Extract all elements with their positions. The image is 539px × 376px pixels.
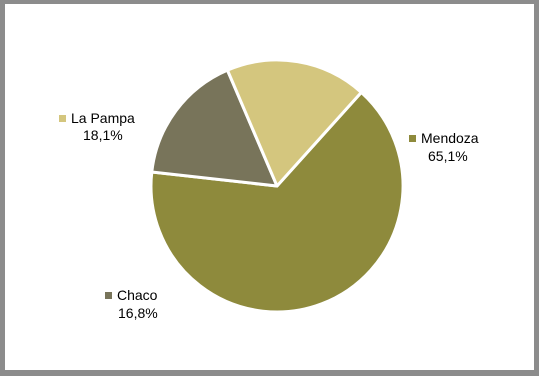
- category-label-la-pampa: La Pampa: [71, 110, 135, 126]
- slice-label-la-pampa: La Pampa 18,1%: [59, 110, 135, 143]
- value-label-chaco: 16,8%: [118, 305, 158, 321]
- value-label-mendoza: 65,1%: [428, 148, 468, 164]
- value-label-la-pampa: 18,1%: [83, 127, 123, 143]
- legend-key-mendoza: [409, 135, 416, 142]
- slice-label-mendoza: Mendoza 65,1%: [409, 130, 479, 164]
- pie-slice-mendoza: [149, 90, 405, 314]
- legend-key-la-pampa: [59, 115, 66, 122]
- pie-slice-la-pampa: [225, 58, 363, 188]
- slice-label-chaco: Chaco 16,8%: [105, 287, 158, 321]
- pie-slices: [149, 58, 405, 314]
- category-label-mendoza: Mendoza: [421, 130, 479, 146]
- category-label-chaco: Chaco: [117, 287, 158, 303]
- chart-panel: Mendoza 65,1% La Pampa 18,1% Chaco 16,8%: [5, 4, 534, 370]
- pie-chart: Mendoza 65,1% La Pampa 18,1% Chaco 16,8%: [59, 58, 479, 321]
- legend-key-chaco: [105, 292, 112, 299]
- pie-slice-chaco: [150, 68, 279, 188]
